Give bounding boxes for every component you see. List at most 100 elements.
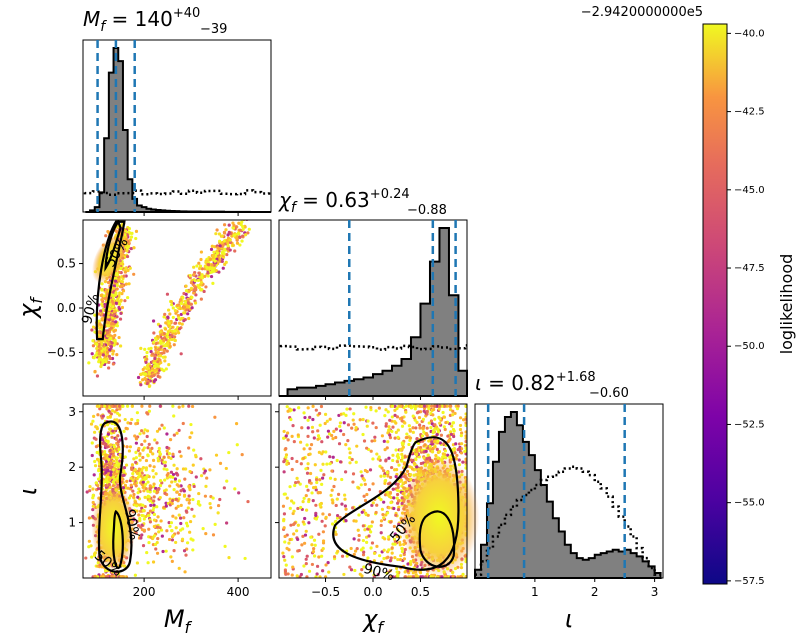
sample-point [156, 487, 161, 491]
contour-label-90: 90% [121, 508, 142, 541]
sample-point [138, 432, 142, 436]
sample-point [135, 504, 139, 508]
sample-point [414, 575, 419, 578]
sample-point [330, 488, 334, 492]
sample-point [307, 521, 311, 525]
sample-point [394, 430, 398, 434]
scatter-panel-mf-iota: 90%50% [83, 404, 271, 580]
sample-point [99, 404, 103, 408]
sample-point [163, 312, 167, 316]
sample-point [285, 462, 289, 466]
sample-point [319, 404, 324, 409]
sample-point [363, 468, 368, 473]
sample-point [134, 460, 138, 464]
sample-point [166, 315, 170, 319]
sample-point [149, 374, 154, 378]
sample-point [285, 405, 289, 409]
sample-point [404, 410, 408, 414]
sample-point [379, 498, 383, 502]
sample-point [304, 493, 308, 498]
sample-point [177, 321, 182, 325]
sample-point [93, 574, 97, 578]
sample-point [241, 234, 245, 238]
sample-point [156, 374, 160, 378]
sample-point [464, 575, 467, 578]
sample-point [283, 569, 288, 574]
sample-point [464, 421, 467, 425]
sample-point [464, 446, 467, 450]
sample-point [107, 307, 112, 312]
sample-point [355, 444, 359, 448]
sample-point [199, 297, 203, 301]
sample-point [442, 415, 447, 419]
sample-point [225, 521, 229, 525]
sample-point [155, 429, 160, 433]
sample-point [111, 429, 115, 433]
sample-point [388, 559, 393, 563]
sample-point [240, 220, 244, 224]
sample-point [385, 556, 389, 560]
sample-point [181, 296, 185, 300]
sample-point [412, 461, 416, 465]
contour-50 [418, 510, 456, 568]
sample-point [111, 450, 115, 454]
sample-point [110, 435, 114, 439]
sample-point [104, 234, 108, 238]
sample-point [148, 520, 152, 524]
sample-point [124, 282, 128, 286]
sample-point [112, 329, 116, 333]
sample-point [172, 549, 176, 553]
sample-point [342, 412, 346, 416]
sample-point [193, 301, 198, 305]
sample-point [425, 456, 429, 461]
sample-point [293, 483, 297, 488]
sample-point [188, 530, 192, 534]
sample-point [152, 524, 156, 529]
sample-point [203, 494, 208, 498]
sample-point [99, 357, 103, 361]
sample-point [152, 518, 157, 522]
sample-point [228, 238, 232, 242]
sample-point [399, 404, 403, 408]
sample-point [149, 350, 153, 354]
sample-point [464, 412, 467, 416]
sample-point [318, 502, 322, 506]
sample-point [386, 410, 390, 414]
sample-point [112, 309, 116, 314]
sample-point [429, 425, 433, 430]
sample-point [144, 466, 149, 470]
sample-point [162, 331, 167, 336]
sample-point [370, 520, 374, 524]
sample-point [292, 440, 296, 444]
sample-point [173, 331, 178, 336]
sample-point [124, 235, 128, 239]
sample-point [118, 291, 122, 295]
sample-point [200, 274, 204, 278]
sample-point [382, 500, 386, 504]
sample-point [395, 570, 399, 574]
sample-point [148, 509, 153, 513]
sample-point [145, 550, 149, 555]
sample-point [110, 404, 114, 408]
sample-point [298, 440, 303, 444]
sample-point [114, 437, 118, 441]
sample-point [95, 427, 99, 431]
sample-point [197, 286, 201, 290]
sample-point [464, 452, 467, 456]
sample-point [208, 501, 212, 506]
sample-point [146, 494, 150, 498]
sample-point [302, 496, 306, 500]
sample-point [191, 548, 195, 552]
sample-point [188, 435, 192, 440]
sample-point [173, 329, 177, 333]
sample-point [226, 233, 230, 237]
sample-point [312, 554, 317, 558]
sample-point [217, 270, 221, 274]
sample-point [403, 480, 408, 484]
sample-point [390, 415, 394, 419]
sample-point [130, 463, 135, 467]
sample-point [87, 545, 91, 549]
sample-point [97, 469, 101, 473]
sample-point [246, 499, 250, 504]
sample-point [184, 292, 188, 296]
